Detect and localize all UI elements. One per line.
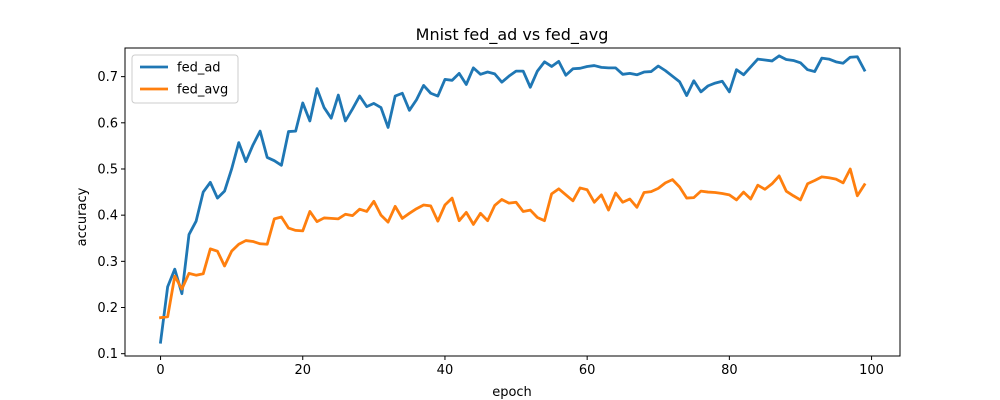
y-tick-label: 0.3	[97, 255, 118, 270]
y-tick-label: 0.4	[97, 209, 118, 224]
x-tick-label: 100	[859, 363, 884, 378]
series-line-fed_avg	[158, 167, 867, 320]
x-tick-label: 0	[156, 363, 164, 378]
y-tick-label: 0.1	[97, 347, 118, 362]
y-axis-title: accuracy	[75, 187, 90, 246]
y-tick-label: 0.5	[97, 162, 118, 177]
legend-label-fed_ad: fed_ad	[177, 61, 221, 76]
x-tick-label: 60	[579, 363, 596, 378]
x-tick-label: 20	[294, 363, 311, 378]
y-tick-label: 0.7	[97, 70, 118, 85]
plot-area: 0 20 40 60 80 100 0.1 0.2 0.3 0.4 0.5 0.6 0.7 fed_adf…	[97, 47, 901, 378]
x-axis-title: epoch	[492, 385, 532, 400]
plot-frame	[124, 47, 901, 357]
series-line-fed_ad	[158, 54, 867, 344]
x-tick-label: 80	[721, 363, 738, 378]
y-tick-label: 0.2	[97, 301, 118, 316]
chart-title: Mnist fed_ad vs fed_avg	[416, 25, 609, 45]
x-tick-label: 40	[437, 363, 454, 378]
y-tick-label: 0.6	[97, 116, 118, 131]
legend-label-fed_avg: fed_avg	[177, 83, 228, 98]
